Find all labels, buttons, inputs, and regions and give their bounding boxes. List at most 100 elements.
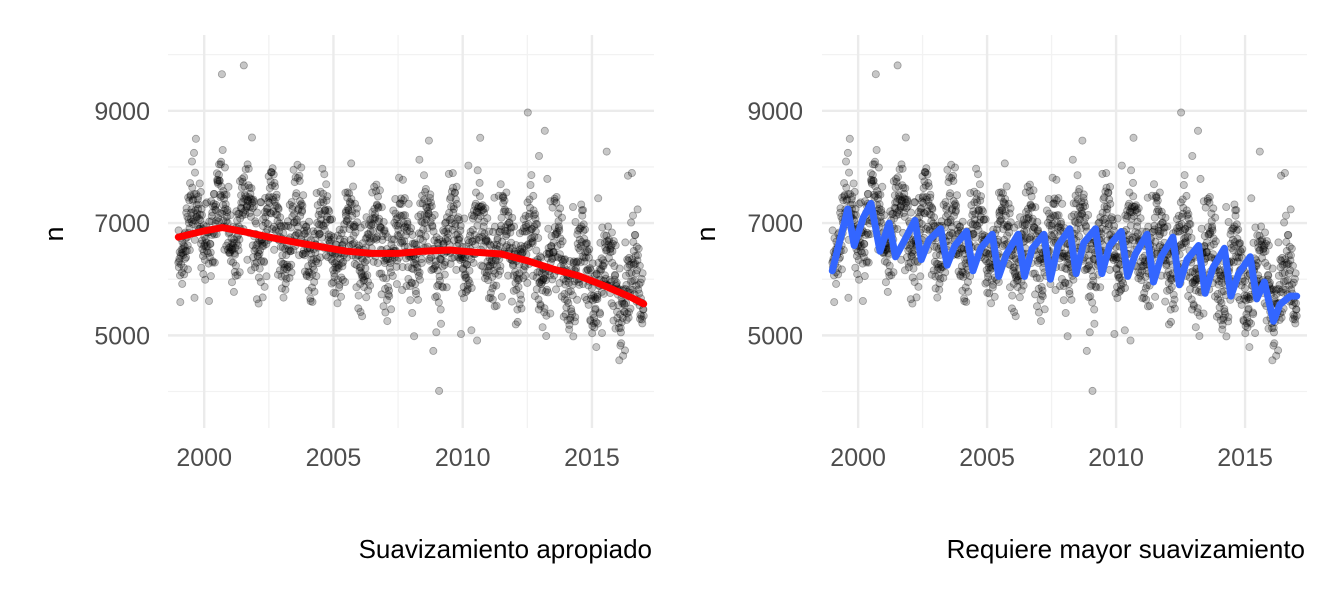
data-point <box>243 201 252 210</box>
data-point <box>210 189 219 198</box>
data-point <box>305 272 314 281</box>
data-point <box>363 277 372 286</box>
data-point <box>909 264 918 273</box>
data-point <box>192 200 201 209</box>
data-point <box>310 229 319 238</box>
data-point <box>1232 206 1241 215</box>
data-point <box>324 230 333 239</box>
data-point <box>304 217 313 226</box>
data-point <box>309 265 318 274</box>
data-point <box>175 248 184 257</box>
data-point <box>204 259 213 268</box>
data-point <box>1155 188 1164 197</box>
data-point <box>252 219 261 228</box>
data-point <box>322 196 331 205</box>
data-point <box>218 209 227 218</box>
data-point <box>287 260 296 269</box>
data-point <box>292 215 301 224</box>
data-point <box>223 245 232 254</box>
data-point <box>293 206 302 215</box>
data-point <box>368 220 377 229</box>
data-point <box>312 189 321 198</box>
data-point <box>427 202 436 211</box>
data-point <box>255 249 264 258</box>
data-point <box>256 198 265 207</box>
data-point <box>306 297 315 306</box>
data-point <box>492 301 501 310</box>
data-point <box>243 255 252 264</box>
data-point <box>367 219 376 228</box>
data-point <box>1193 304 1202 313</box>
data-point <box>1185 227 1194 236</box>
data-point <box>362 293 371 302</box>
data-point <box>228 245 237 254</box>
data-point <box>343 188 352 197</box>
data-point <box>292 189 301 198</box>
data-point <box>192 213 201 222</box>
data-point <box>175 271 184 280</box>
data-point <box>230 267 239 276</box>
data-point <box>240 190 249 199</box>
data-point <box>219 187 228 196</box>
data-point <box>858 296 867 305</box>
data-point <box>616 328 625 337</box>
data-point <box>269 222 278 231</box>
data-point <box>204 249 213 258</box>
data-point <box>598 329 607 338</box>
data-point <box>849 179 858 188</box>
data-point <box>531 227 540 236</box>
data-point <box>297 163 306 172</box>
data-point <box>893 173 902 182</box>
data-point <box>229 239 238 248</box>
data-point <box>249 197 258 206</box>
data-point <box>183 241 192 250</box>
data-point <box>345 189 354 198</box>
data-point <box>342 217 351 226</box>
data-point <box>289 165 298 174</box>
data-point <box>881 278 890 287</box>
data-point <box>243 196 252 205</box>
data-point <box>286 247 295 256</box>
data-point <box>243 160 252 169</box>
data-point <box>1161 297 1170 306</box>
data-point <box>262 204 271 213</box>
data-point <box>338 275 347 284</box>
data-point <box>1292 311 1301 320</box>
data-point <box>361 264 370 273</box>
data-point <box>267 181 276 190</box>
data-point <box>237 198 246 207</box>
data-point <box>415 268 424 277</box>
data-point <box>209 199 218 208</box>
data-point <box>296 211 305 220</box>
data-point <box>212 169 221 178</box>
data-point <box>303 226 312 235</box>
data-point <box>319 222 328 231</box>
data-point <box>312 272 321 281</box>
data-point <box>295 251 304 260</box>
data-point <box>240 194 249 203</box>
data-point <box>871 70 880 79</box>
data-point <box>1008 291 1017 300</box>
data-point <box>334 264 343 273</box>
data-point <box>251 217 260 226</box>
data-point <box>1129 133 1138 142</box>
data-point <box>344 205 353 214</box>
data-point <box>372 200 381 209</box>
data-point <box>196 216 205 225</box>
data-point <box>227 244 236 253</box>
data-point <box>269 170 278 179</box>
data-point <box>883 287 892 296</box>
data-point <box>326 215 335 224</box>
data-point <box>1182 191 1191 200</box>
data-point <box>332 265 341 274</box>
data-point <box>271 226 280 235</box>
data-point <box>380 256 389 265</box>
data-point <box>842 157 851 166</box>
data-point <box>226 211 235 220</box>
data-point <box>208 257 217 266</box>
data-point <box>189 195 198 204</box>
data-point <box>327 235 336 244</box>
data-point <box>203 247 212 256</box>
data-point <box>301 249 310 258</box>
